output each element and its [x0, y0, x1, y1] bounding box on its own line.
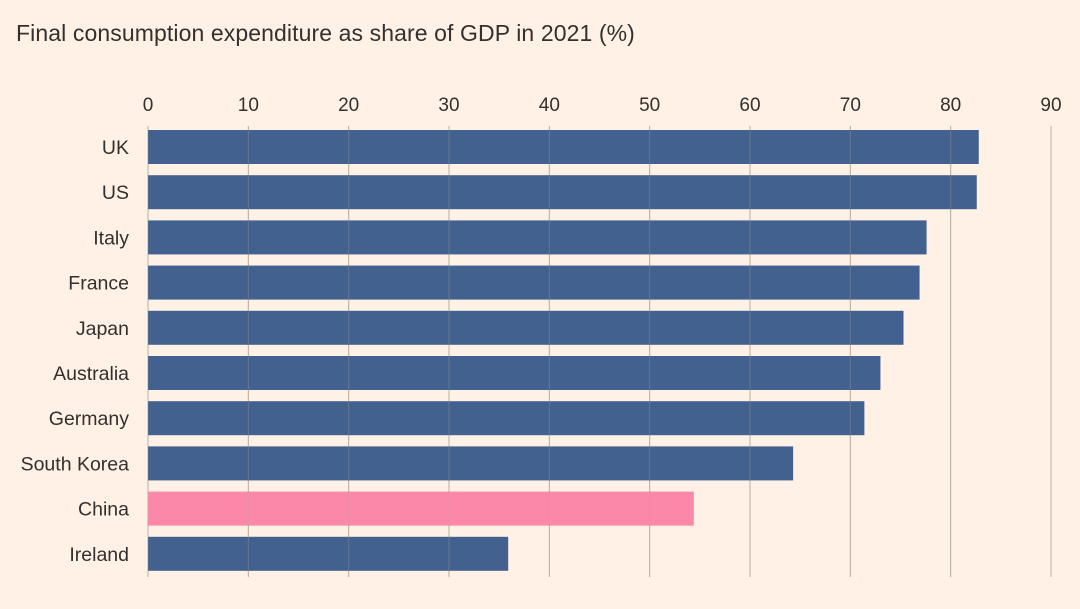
- bar-germany: [148, 401, 865, 436]
- tick-label-40: 40: [539, 95, 560, 116]
- bar-australia: [148, 356, 881, 390]
- category-label-italy: Italy: [93, 227, 129, 249]
- bar-south-korea: [148, 446, 794, 481]
- bar-china: [148, 491, 694, 526]
- category-labels: UK US Italy France Japan Australia Germany Sout…: [21, 137, 130, 566]
- category-label-china: China: [78, 499, 129, 521]
- category-label-ireland: Ireland: [69, 544, 129, 566]
- chart-title: Final consumption expenditure as share o…: [16, 20, 635, 46]
- category-label-south-korea: South Korea: [21, 453, 130, 475]
- category-label-france: France: [68, 273, 129, 295]
- x-axis-ticks: 0 10 20 30 40 50 60 70 80 90: [143, 95, 1062, 116]
- tick-label-80: 80: [940, 95, 961, 116]
- tick-label-90: 90: [1040, 95, 1061, 116]
- bars: [147, 126, 1052, 577]
- category-label-us: US: [102, 182, 129, 204]
- bar-us: [148, 175, 977, 210]
- category-label-japan: Japan: [76, 318, 129, 340]
- tick-label-0: 0: [143, 95, 154, 116]
- category-label-australia: Australia: [53, 363, 129, 385]
- bar-ireland: [148, 536, 509, 571]
- tick-label-70: 70: [840, 95, 861, 116]
- tick-label-60: 60: [739, 95, 760, 116]
- bar-italy: [148, 220, 927, 255]
- tick-label-50: 50: [639, 95, 660, 116]
- category-label-germany: Germany: [49, 408, 129, 430]
- tick-label-10: 10: [238, 95, 259, 116]
- tick-label-30: 30: [438, 95, 459, 116]
- category-label-uk: UK: [102, 137, 129, 159]
- bar-uk: [148, 130, 979, 164]
- bar-france: [148, 265, 920, 300]
- tick-label-20: 20: [338, 95, 359, 116]
- bar-japan: [148, 310, 904, 345]
